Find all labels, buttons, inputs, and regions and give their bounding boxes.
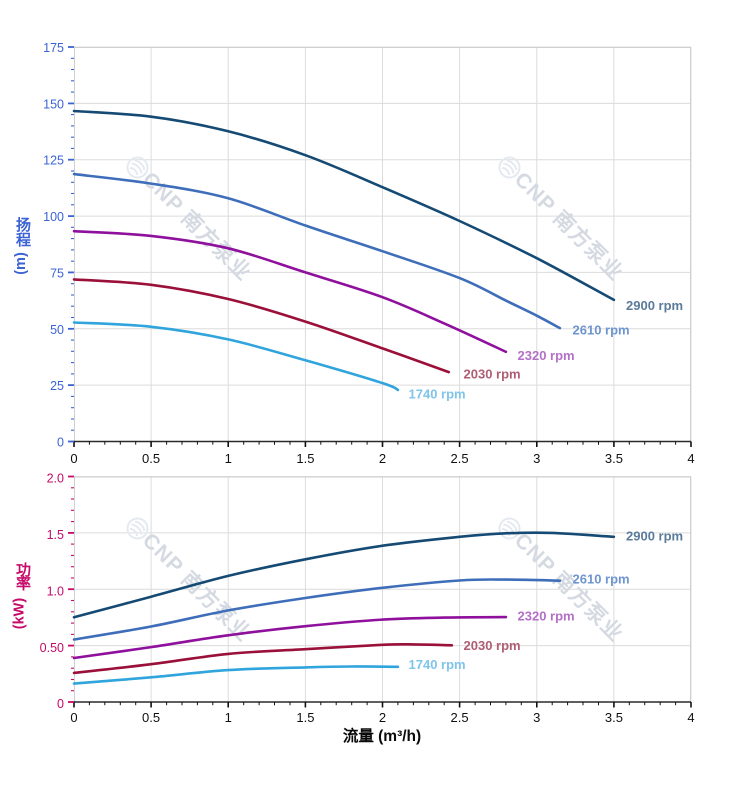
svg-text:1: 1 <box>225 710 232 725</box>
svg-text:程: 程 <box>16 232 31 249</box>
svg-text:2.0: 2.0 <box>47 472 64 486</box>
svg-text:0: 0 <box>70 451 77 466</box>
svg-text:2.5: 2.5 <box>451 710 469 725</box>
svg-text:0.5: 0.5 <box>142 710 160 725</box>
svg-text:0.50: 0.50 <box>40 641 64 655</box>
svg-text:3.5: 3.5 <box>605 710 623 725</box>
svg-text:3.5: 3.5 <box>605 451 623 466</box>
svg-text:2: 2 <box>379 451 386 466</box>
svg-text:2610 rpm: 2610 rpm <box>573 572 630 587</box>
svg-text:4: 4 <box>687 710 694 725</box>
svg-text:25: 25 <box>50 379 64 393</box>
svg-text:1.5: 1.5 <box>296 451 314 466</box>
svg-text:率: 率 <box>16 575 31 593</box>
svg-text:1.0: 1.0 <box>47 585 64 599</box>
svg-text:2030 rpm: 2030 rpm <box>464 367 521 382</box>
svg-text:2320 rpm: 2320 rpm <box>518 348 575 363</box>
svg-text:1.5: 1.5 <box>296 710 314 725</box>
svg-text:(kW): (kW) <box>12 598 28 630</box>
svg-text:0: 0 <box>57 436 64 450</box>
svg-text:1.5: 1.5 <box>47 528 64 542</box>
svg-text:2610 rpm: 2610 rpm <box>573 323 630 338</box>
svg-text:50: 50 <box>50 323 64 337</box>
svg-text:(m): (m) <box>13 252 29 275</box>
svg-text:0.5: 0.5 <box>142 451 160 466</box>
svg-text:功: 功 <box>16 562 31 579</box>
svg-text:2320 rpm: 2320 rpm <box>518 609 575 624</box>
svg-text:2900 rpm: 2900 rpm <box>626 529 683 544</box>
svg-text:125: 125 <box>43 154 64 168</box>
svg-text:扬: 扬 <box>16 216 31 234</box>
svg-text:流量 (m³/h): 流量 (m³/h) <box>343 726 421 745</box>
svg-text:0: 0 <box>57 697 64 711</box>
svg-text:3: 3 <box>533 451 540 466</box>
svg-text:1740 rpm: 1740 rpm <box>409 657 466 672</box>
svg-text:1: 1 <box>225 451 232 466</box>
svg-text:2: 2 <box>379 710 386 725</box>
svg-text:2.5: 2.5 <box>451 451 469 466</box>
svg-text:100: 100 <box>43 210 64 224</box>
svg-text:1740 rpm: 1740 rpm <box>409 387 466 402</box>
svg-text:2030 rpm: 2030 rpm <box>464 638 521 653</box>
svg-text:2900 rpm: 2900 rpm <box>626 298 683 313</box>
svg-text:3: 3 <box>533 710 540 725</box>
svg-text:4: 4 <box>687 451 694 466</box>
svg-text:175: 175 <box>43 41 64 55</box>
svg-text:75: 75 <box>50 266 64 280</box>
svg-text:150: 150 <box>43 97 64 111</box>
svg-text:0: 0 <box>70 710 77 725</box>
